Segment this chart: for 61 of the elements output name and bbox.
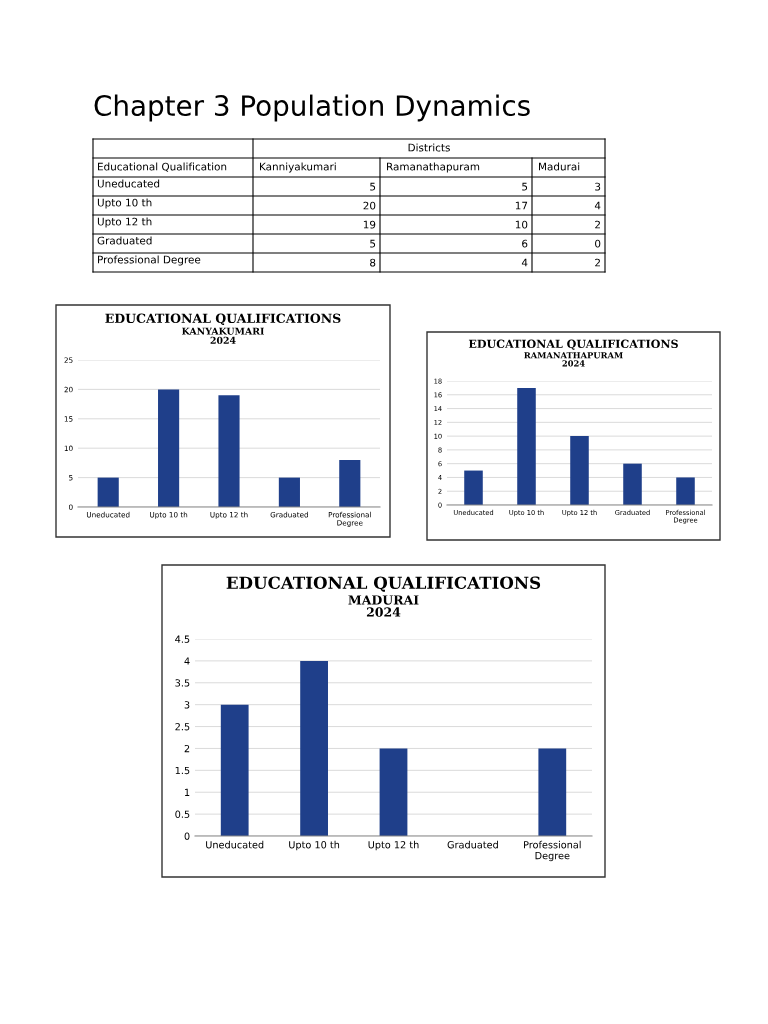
text: Chapter 3 Population Dynamics bbox=[94, 94, 530, 122]
bar bbox=[570, 436, 589, 505]
bar bbox=[379, 748, 408, 836]
data-label: 0 bbox=[595, 239, 601, 248]
y-tick-label: 4.5 bbox=[175, 635, 190, 643]
chart-subtitle: KANYAKUMARI 2024 bbox=[182, 327, 264, 344]
bar bbox=[538, 748, 567, 836]
x-tick-label: Upto 12 th bbox=[368, 840, 419, 851]
y-tick-label: 2 bbox=[184, 744, 190, 753]
bar bbox=[339, 459, 361, 507]
data-label: 3 bbox=[595, 182, 601, 191]
category-label: Uneducated bbox=[97, 179, 160, 188]
x-tick-label: Uneducated bbox=[206, 840, 264, 849]
data-label: 5 bbox=[522, 182, 528, 191]
x-tick-label: Professional Degree bbox=[524, 840, 581, 862]
y-tick-label: 1.5 bbox=[175, 766, 190, 775]
bar bbox=[517, 387, 536, 505]
bar bbox=[220, 704, 249, 836]
chart-title: EDUCATIONAL QUALIFICATIONS bbox=[226, 576, 541, 592]
category-label: Upto 12 th bbox=[97, 217, 152, 228]
y-tick-label: 0.5 bbox=[175, 810, 190, 818]
y-tick-label: 3 bbox=[184, 701, 190, 709]
y-tick-label: 1 bbox=[185, 788, 190, 796]
data-label: 10 bbox=[515, 220, 528, 229]
y-tick-label: 3.5 bbox=[175, 679, 190, 687]
bar bbox=[464, 470, 483, 505]
data-label: 17 bbox=[515, 201, 528, 210]
data-label: 5 bbox=[370, 239, 376, 248]
category-label: Professional Degree bbox=[98, 255, 201, 266]
legend-title: Districts bbox=[408, 143, 450, 152]
chart-subtitle: RAMANATHAPURAM 2024 bbox=[524, 352, 623, 367]
category-label: Graduated bbox=[97, 236, 152, 245]
data-label: 2 bbox=[595, 220, 600, 229]
y-tick-label: 0 bbox=[184, 832, 190, 840]
bar bbox=[278, 477, 300, 507]
data-label: 8 bbox=[370, 258, 376, 267]
bar bbox=[300, 660, 328, 836]
bar bbox=[218, 395, 240, 507]
data-label: 4 bbox=[521, 258, 528, 267]
bar bbox=[97, 477, 119, 507]
chart-title: EDUCATIONAL QUALIFICATIONS bbox=[105, 313, 341, 326]
y-tick-label: 2.5 bbox=[175, 723, 190, 731]
data-label: 4 bbox=[594, 201, 601, 210]
data-label: 5 bbox=[370, 182, 376, 191]
data-label: 19 bbox=[363, 220, 376, 229]
text: Educational Qualification bbox=[98, 162, 227, 172]
data-label: 2 bbox=[595, 258, 600, 267]
bar bbox=[623, 463, 642, 505]
text: Ramanathapuram bbox=[387, 162, 480, 173]
x-tick-label: Graduated bbox=[447, 840, 498, 849]
chart-subtitle: MADURAI 2024 bbox=[348, 595, 419, 617]
data-label: 6 bbox=[522, 239, 528, 248]
text: Madurai bbox=[539, 162, 580, 171]
category-label: Upto 10 th bbox=[97, 198, 152, 209]
bar bbox=[676, 477, 695, 505]
bar bbox=[158, 389, 180, 507]
text: Kanniyakumari bbox=[260, 162, 336, 173]
chart-title: EDUCATIONAL QUALIFICATIONS bbox=[468, 339, 678, 350]
y-tick-label: 4 bbox=[184, 657, 190, 665]
x-tick-label: Upto 10 th bbox=[289, 840, 340, 851]
data-label: 20 bbox=[363, 201, 376, 210]
